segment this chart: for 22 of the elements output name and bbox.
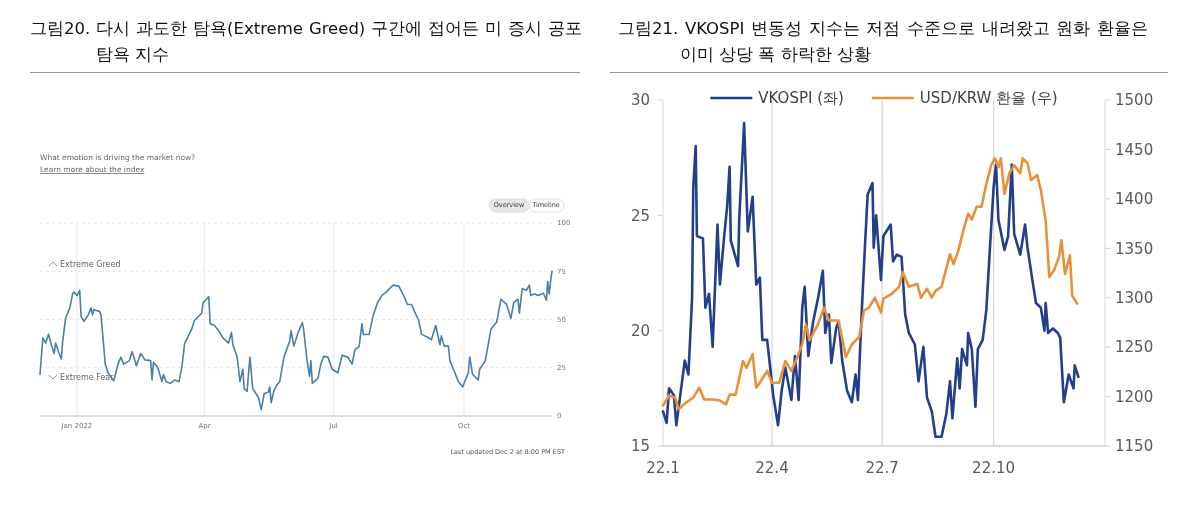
y-tick-label: 25	[630, 206, 650, 225]
legend-label: USD/KRW 환율 (우)	[919, 89, 1058, 107]
y2-tick-label: 1250	[1115, 338, 1154, 357]
y2-tick-label: 1150	[1115, 437, 1154, 456]
line-series	[39, 270, 553, 411]
y2-tick-label: 1300	[1115, 288, 1154, 307]
y-tick-label: 15	[630, 437, 650, 456]
x-tick-label: 22.1	[646, 459, 680, 477]
y2-tick-label: 1400	[1115, 190, 1154, 209]
y2-tick-label: 1200	[1115, 387, 1154, 406]
x-tick-label: 22.4	[755, 459, 789, 477]
chart-title: 그림20. 다시 과도한 탐욕(Extreme Greed) 구간에 접어든 미 증시 공포 탐욕 지수	[30, 18, 582, 66]
chart-title: 그림21. VKOSPI 변동성 지수는 저점 수준으로 내려왔고 원화 환율은 이미 상당 폭 하락한 상황	[618, 18, 1148, 66]
y2-tick-label: 1450	[1115, 140, 1154, 159]
legend-label: VKOSPI (좌)	[758, 89, 844, 107]
x-tick-label: 22.10	[972, 459, 1016, 477]
y2-tick-label: 1500	[1115, 91, 1154, 110]
y2-tick-label: 1350	[1115, 239, 1154, 258]
x-tick-label: 22.7	[865, 459, 899, 477]
y-tick-label: 20	[630, 321, 650, 340]
annotation: Extreme Greed	[60, 260, 121, 269]
y-tick-label: 30	[630, 91, 650, 110]
